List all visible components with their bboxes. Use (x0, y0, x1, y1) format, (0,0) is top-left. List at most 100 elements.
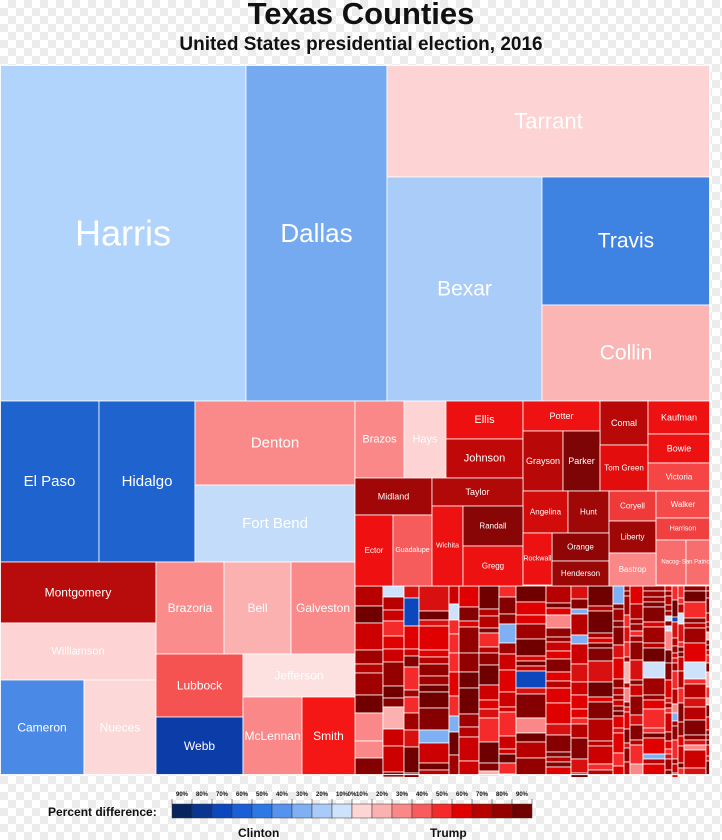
small-county-cell (403, 729, 420, 748)
small-county-cell (629, 679, 644, 686)
small-county-cell (664, 615, 673, 622)
county-label-potter: Potter (549, 411, 573, 421)
small-county-cell (545, 627, 572, 638)
small-county-cell (515, 757, 547, 776)
county-label-grayson: Grayson (526, 456, 560, 466)
county-grayson (522, 430, 564, 492)
county-label-angelina: Angelina (530, 508, 562, 517)
small-county-cell (382, 728, 405, 747)
small-county-cell (612, 727, 625, 734)
small-county-cell (478, 585, 500, 610)
county-label-walker: Walker (671, 500, 696, 509)
legend-swatch-trump (351, 803, 373, 819)
small-county-cell (664, 702, 673, 709)
small-county-cell (515, 693, 547, 719)
county-hidalgo (98, 400, 196, 563)
small-county-cell (354, 649, 384, 665)
small-county-cell (664, 731, 673, 742)
small-county-cell (478, 652, 500, 666)
small-county-cell (587, 681, 614, 698)
county-jefferson (242, 653, 356, 698)
legend-swatch-trump (371, 803, 393, 819)
county-victoria (647, 462, 711, 492)
small-county-cell (545, 641, 572, 652)
small-county-cell (570, 708, 589, 719)
small-county-cell (677, 646, 685, 653)
county-label-ector: Ector (365, 546, 384, 555)
small-county-cell (671, 645, 679, 654)
small-county-cell (642, 601, 666, 608)
small-county-cell (683, 627, 707, 644)
small-county-cell (382, 745, 405, 773)
legend-label: Percent difference: (48, 805, 157, 819)
small-county-cell (612, 626, 625, 646)
small-county-cell (418, 610, 450, 621)
small-county-cell (545, 761, 572, 768)
small-county-cell (354, 622, 384, 651)
county-label-bastrop: Bastrop (619, 565, 647, 574)
legend-swatch-clinton (211, 803, 233, 819)
small-county-cell (677, 702, 685, 723)
county-henderson (551, 560, 610, 587)
small-county-cell (642, 606, 666, 623)
legend-swatch-clinton (251, 803, 273, 819)
small-county-cell (671, 670, 679, 690)
small-county-cell (498, 762, 517, 775)
small-county-cell (612, 585, 625, 605)
treemap-frame (0, 65, 711, 776)
small-county-cell (664, 630, 673, 651)
county-label-orange: Orange (567, 543, 594, 552)
small-county-cell (612, 603, 625, 610)
small-county-cell (677, 762, 685, 769)
small-county-cell (448, 633, 460, 654)
county-bell (223, 561, 292, 655)
small-county-cell (612, 699, 625, 707)
small-county-cell (418, 619, 450, 627)
small-county-cell (354, 605, 384, 624)
small-county-cell (478, 717, 500, 743)
small-county-cell (683, 734, 707, 741)
small-county-cell (671, 637, 679, 647)
legend-swatch-clinton (291, 803, 313, 819)
small-county-cell (629, 714, 644, 726)
small-county-cell (458, 606, 480, 622)
small-county-cell (642, 596, 666, 603)
small-county-cell (677, 585, 685, 599)
small-county-cell (683, 642, 707, 663)
county-denton (194, 400, 356, 486)
small-county-cell (403, 597, 420, 627)
small-county-cell (642, 626, 666, 644)
legend-tick-label: 30% (396, 792, 409, 798)
small-county-cell (458, 713, 480, 728)
small-county-cell (478, 615, 500, 629)
small-county-cell (458, 760, 480, 776)
small-county-cell (448, 619, 460, 635)
small-county-cell (623, 590, 631, 597)
small-county-cell (683, 739, 707, 746)
small-county-cell (677, 651, 685, 658)
small-county-cell (403, 585, 420, 599)
treemap-plot: Harris Dallas Tarrant Bexar Travis Collin El P… (0, 65, 712, 777)
county-label-nueces: Nueces (100, 721, 141, 735)
small-county-cell (677, 687, 685, 704)
small-county-cell (354, 757, 384, 776)
small-county-cell (623, 706, 631, 713)
county-label-liberty: Liberty (620, 533, 644, 542)
county-label-tarrant: Tarrant (514, 109, 582, 134)
small-county-cell (418, 649, 450, 658)
small-county-cell (478, 632, 500, 648)
small-county-cell (418, 691, 450, 709)
small-county-cell (478, 664, 500, 686)
county-potter (522, 400, 601, 432)
small-county-cell (515, 585, 547, 603)
county-walker (655, 490, 711, 519)
legend-color-bar: 90% 80% 70% 60% 50% 40% 30% 20% 10% 0% 10% 20% 30% 40… (171, 792, 533, 819)
small-county-cell (478, 699, 500, 710)
small-county-cell (382, 648, 405, 663)
small-county-cell (683, 601, 707, 619)
small-county-cell (642, 621, 666, 628)
small-county-cell (354, 585, 384, 607)
small-county-cell (515, 601, 547, 616)
small-county-cell (498, 753, 517, 764)
small-county-cell (498, 642, 517, 655)
